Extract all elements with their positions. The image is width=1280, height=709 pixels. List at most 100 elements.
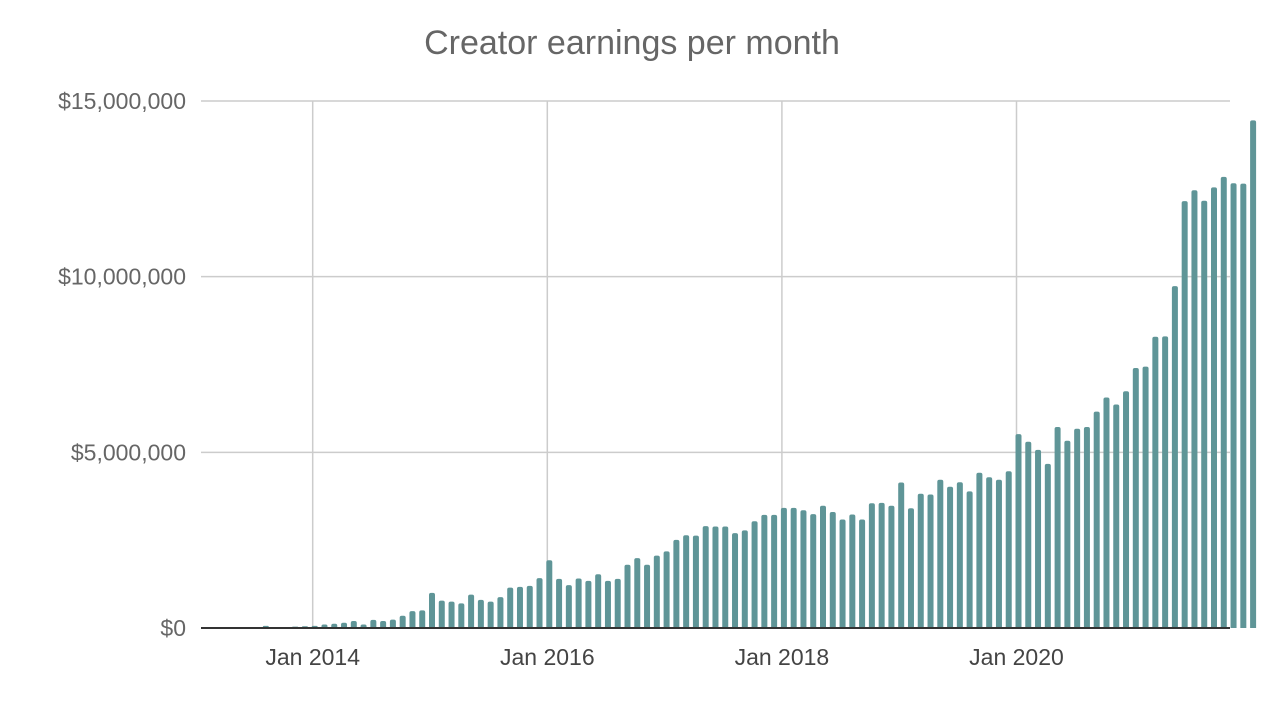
- bar: [1162, 336, 1169, 628]
- bar: [487, 601, 494, 628]
- x-tick-label: Jan 2018: [735, 644, 830, 670]
- bar: [477, 599, 484, 628]
- bar: [956, 482, 963, 628]
- bar: [331, 623, 338, 628]
- bar: [751, 521, 758, 628]
- bar: [907, 508, 914, 628]
- bar: [683, 535, 690, 628]
- bar: [1113, 404, 1120, 628]
- bar: [898, 482, 905, 628]
- bar: [1211, 187, 1217, 629]
- bar: [458, 603, 465, 628]
- bar: [966, 491, 973, 628]
- bar: [995, 479, 1002, 628]
- bar: [624, 564, 631, 628]
- chart-title: Creator earnings per month: [424, 24, 840, 62]
- bar: [663, 551, 670, 628]
- bar: [1171, 286, 1178, 628]
- bar: [1201, 200, 1208, 628]
- bar: [673, 539, 680, 628]
- bar: [604, 580, 611, 628]
- bar: [350, 620, 357, 628]
- bar: [859, 519, 866, 628]
- bar: [927, 494, 934, 628]
- bar: [536, 578, 543, 628]
- bar: [780, 507, 787, 628]
- x-tick-label: Jan 2016: [500, 644, 595, 670]
- bar: [1240, 183, 1247, 628]
- bar: [419, 610, 426, 628]
- bar: [761, 514, 768, 628]
- bar: [429, 592, 435, 628]
- bar: [575, 578, 582, 628]
- bar: [868, 503, 875, 628]
- bar: [702, 526, 709, 628]
- x-tick-label: Jan 2020: [969, 644, 1064, 670]
- bar: [516, 586, 523, 628]
- bar: [741, 530, 748, 628]
- bar: [1123, 391, 1130, 628]
- y-tick-label: $0: [160, 615, 186, 641]
- bar: [634, 558, 641, 628]
- x-tick-label: Jan 2014: [265, 644, 360, 670]
- bar: [1064, 440, 1071, 628]
- bar: [565, 585, 572, 628]
- bar: [849, 514, 856, 628]
- bar: [976, 472, 983, 628]
- bar: [341, 622, 348, 628]
- bar: [986, 477, 993, 628]
- bar: [1025, 441, 1032, 628]
- bar: [438, 600, 445, 628]
- bar: [1191, 190, 1198, 629]
- bar: [370, 619, 377, 628]
- bar: [595, 574, 602, 628]
- bar: [771, 514, 778, 628]
- bar: [692, 535, 699, 628]
- bar-series: [262, 120, 1257, 629]
- bar: [1083, 427, 1090, 628]
- bar: [468, 594, 475, 628]
- bar: [644, 564, 651, 628]
- bar: [1093, 411, 1100, 628]
- x-axis-labels: Jan 2014 Jan 2016 Jan 2018 Jan 2020: [265, 644, 1063, 670]
- bar: [1005, 471, 1012, 628]
- bar: [917, 493, 924, 628]
- bar: [526, 585, 533, 628]
- bar: [888, 505, 895, 628]
- bar: [1230, 183, 1237, 628]
- y-tick-label: $5,000,000: [71, 439, 186, 465]
- bar: [389, 619, 396, 628]
- bar: [585, 580, 592, 628]
- bar: [810, 514, 817, 628]
- bar: [409, 611, 416, 628]
- bar: [1181, 201, 1188, 628]
- bar: [878, 502, 885, 628]
- bar: [790, 507, 797, 628]
- bar: [1250, 120, 1257, 628]
- bar: [947, 486, 954, 628]
- bar: [546, 560, 553, 628]
- bar: [614, 578, 621, 628]
- bar: [829, 512, 836, 628]
- y-tick-label: $10,000,000: [58, 264, 186, 290]
- bar: [1015, 434, 1022, 628]
- bar: [800, 510, 807, 628]
- bar: [1054, 427, 1061, 628]
- bar: [653, 555, 660, 628]
- y-tick-label: $15,000,000: [58, 88, 186, 114]
- bar: [732, 533, 739, 628]
- bar: [1035, 449, 1042, 628]
- bar: [497, 597, 504, 628]
- bar: [1142, 366, 1149, 628]
- bar: [712, 526, 719, 628]
- bar: [1152, 336, 1159, 628]
- bar: [1074, 428, 1081, 628]
- bar: [448, 601, 455, 628]
- bar: [839, 519, 846, 628]
- bar: [1103, 397, 1110, 628]
- bar: [722, 526, 729, 628]
- bar: [937, 479, 944, 628]
- bar: [507, 587, 514, 628]
- bar: [556, 578, 563, 628]
